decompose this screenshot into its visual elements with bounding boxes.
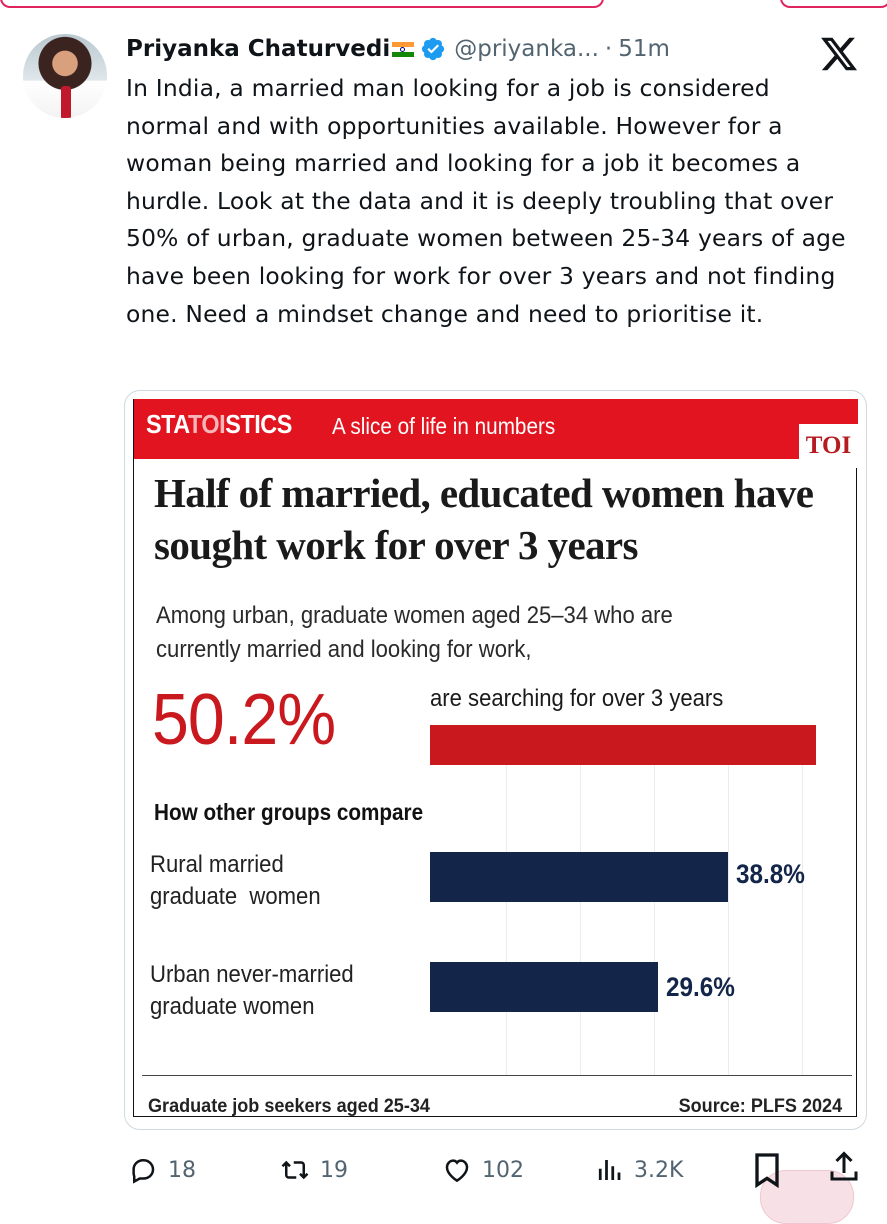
grid-line	[728, 757, 729, 1075]
big-stat-caption: are searching for over 3 years	[430, 685, 724, 712]
brand-suffix: STICS	[225, 409, 292, 439]
row-label-urban-never-married-line2: graduate women	[150, 993, 315, 1020]
retweet-icon	[281, 1160, 309, 1180]
reply-button[interactable]: 18	[128, 1150, 196, 1190]
infographic-lead: Among urban, graduate women aged 25–34 w…	[156, 602, 673, 663]
views-count: 3.2K	[634, 1157, 684, 1183]
x-logo-icon[interactable]	[818, 34, 860, 74]
infographic-frame: STATOISTICS A slice of life in numbers T…	[133, 399, 858, 1117]
tweet-text: In India, a married man looking for a jo…	[126, 74, 846, 328]
views-button[interactable]: 3.2K	[594, 1150, 683, 1190]
bar-rural-married	[430, 852, 729, 902]
retweet-count: 19	[320, 1157, 348, 1183]
bar-urban-married	[430, 725, 816, 765]
heart-icon	[445, 1159, 469, 1183]
row-label-rural-married-line1: Rural married	[150, 851, 284, 878]
statoistics-banner: STATOISTICS A slice of life in numbers	[134, 399, 858, 459]
grid-line	[506, 757, 507, 1075]
author-name[interactable]: Priyanka Chaturvedi	[126, 36, 391, 62]
grid-line	[580, 757, 581, 1075]
verified-badge-icon	[422, 37, 445, 61]
value-rural-married: 38.8%	[736, 859, 806, 889]
like-count: 102	[482, 1157, 524, 1183]
compare-title: How other groups compare	[154, 799, 424, 825]
row-label-rural-married-line2: graduate women	[150, 883, 321, 910]
avatar[interactable]	[23, 34, 107, 118]
grid-line	[654, 757, 655, 1075]
views-icon	[598, 1160, 621, 1180]
footer-source: Source: PLFS 2024	[678, 1096, 842, 1117]
banner-tagline: A slice of life in numbers	[332, 413, 556, 439]
tweet-header: Priyanka Chaturvedi @priyanka... · 51m	[126, 33, 670, 65]
like-button[interactable]: 102	[442, 1150, 524, 1190]
statoistics-brand: STATOISTICS	[146, 409, 292, 440]
grid-line	[802, 757, 803, 1075]
brand-mid: TOI	[187, 409, 226, 439]
value-urban-never-married: 29.6%	[665, 972, 735, 1002]
avatar-scarf	[61, 86, 71, 118]
india-flag-icon	[392, 41, 415, 57]
separator-dot: ·	[604, 36, 613, 62]
top-pill-right[interactable]	[780, 0, 887, 8]
timestamp[interactable]: 51m	[618, 36, 670, 62]
share-icon[interactable]	[826, 1148, 862, 1186]
toi-logo: TOI	[799, 424, 858, 468]
retweet-button[interactable]: 19	[280, 1150, 348, 1190]
big-stat-value: 50.2%	[152, 680, 336, 760]
bookmark-icon[interactable]	[747, 1150, 787, 1190]
top-pill-left[interactable]	[0, 0, 604, 8]
tweet-actions: 18 19 102 3.2K	[124, 1150, 864, 1190]
infographic-headline: Half of married, educated women have sou…	[154, 470, 814, 568]
footer-left: Graduate job seekers aged 25-34	[148, 1096, 430, 1117]
reply-icon	[132, 1159, 155, 1184]
brand-prefix: STA	[146, 409, 188, 439]
author-handle[interactable]: @priyanka...	[454, 36, 599, 62]
infographic-card[interactable]: STATOISTICS A slice of life in numbers T…	[124, 390, 867, 1130]
footer-rule	[142, 1075, 852, 1076]
reply-count: 18	[168, 1157, 196, 1183]
row-label-urban-never-married: Urban never-married graduate women	[150, 959, 398, 1023]
bar-urban-never-married	[430, 962, 658, 1012]
row-label-urban-never-married-line1: Urban never-married	[150, 961, 354, 988]
row-label-rural-married: Rural married graduate women	[150, 849, 398, 913]
